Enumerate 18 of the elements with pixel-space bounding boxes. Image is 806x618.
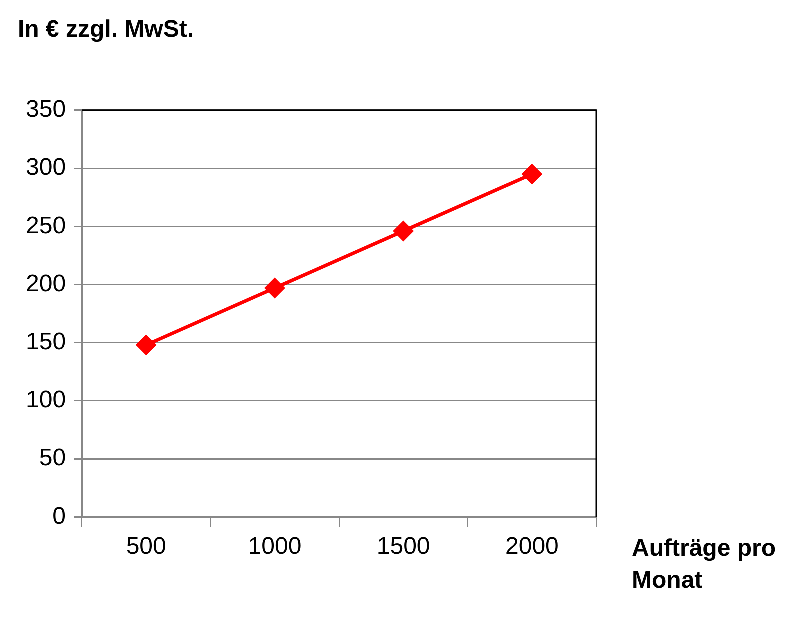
point — [265, 278, 285, 298]
y-tick-label: 200 — [26, 270, 66, 298]
x-axis-title: Aufträge pro Monat — [632, 534, 777, 596]
y-tick-label: 0 — [52, 502, 66, 530]
x-tick-label: 500 — [126, 533, 166, 560]
y-tick-label: 50 — [39, 444, 66, 472]
point — [394, 222, 414, 242]
y-tick-label: 250 — [26, 212, 66, 240]
y-tick-label: 100 — [26, 386, 66, 414]
x-tick-label: 1000 — [248, 533, 302, 560]
point — [522, 164, 542, 184]
x-tick-label: 1500 — [376, 533, 430, 560]
y-tick-label: 350 — [26, 96, 66, 124]
x-tick-label: 2000 — [506, 533, 559, 560]
y-tick-label: 150 — [26, 328, 66, 356]
point — [136, 335, 156, 355]
y-tick-label: 300 — [26, 154, 66, 182]
y-axis-title: In € zzgl. MwSt. — [18, 16, 194, 44]
